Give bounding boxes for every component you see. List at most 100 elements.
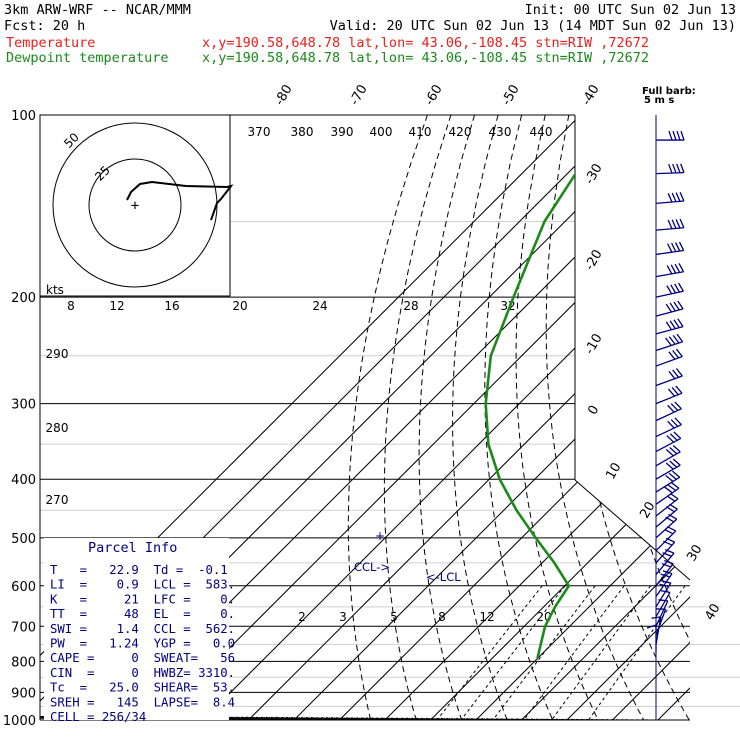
wind-barb (655, 348, 683, 367)
isotherm (248, 115, 690, 720)
isotherm-label: -10 (582, 331, 606, 357)
mixing-ratio-label: 20 (232, 299, 247, 313)
pressure-label: 1000 (3, 714, 36, 729)
dry-adiabat (657, 115, 690, 720)
wind-barbs (646, 115, 685, 720)
hodograph-ring-inner (88, 158, 182, 252)
profile-markers: CCL-> <-LCL + (354, 529, 461, 584)
mixing-ratio-label: 5 (390, 610, 398, 624)
wind-legend-line1: Full barb: (642, 86, 696, 97)
side-isentrope-label: 280 (46, 421, 69, 435)
parcel-info-row: T = 22.9 Td = -0.1 (50, 563, 228, 577)
isotherm-label: -50 (499, 82, 523, 108)
wind-barb (655, 589, 671, 618)
wind-barb (655, 218, 685, 231)
wind-barb (655, 385, 683, 405)
wind-barb (655, 318, 684, 335)
wind-barb (655, 163, 685, 175)
wind-barb (655, 333, 684, 352)
parcel-info-box: Parcel Info T = 22.9 Td = -0.1LI = 0.9 L… (44, 538, 235, 724)
isotherm-label: -30 (582, 161, 606, 187)
isotherm (430, 115, 690, 720)
wind-barb (655, 537, 676, 564)
side-isentrope-label: 290 (46, 347, 69, 361)
mixing-ratio-label: 12 (479, 610, 494, 624)
hodograph-origin-marker: + (131, 198, 139, 214)
el-marker: + (375, 529, 385, 543)
wind-legend-line2: 5 m s (644, 95, 674, 106)
parcel-info-row: TT = 48 EL = 0. (50, 607, 235, 621)
isotherm (521, 115, 690, 720)
wind-barb (655, 431, 682, 453)
hodograph-trace (126, 180, 234, 221)
mixing-ratio-label: 24 (312, 299, 327, 313)
dry-adiabat (515, 115, 599, 720)
isentrope-label: 370 (248, 125, 271, 139)
wind-barb (656, 130, 685, 141)
wind-barb (655, 192, 685, 205)
pressure-label: 900 (11, 686, 36, 701)
wind-barb (655, 444, 681, 467)
wind-barb (655, 300, 684, 317)
wind-barb (655, 580, 672, 608)
parcel-info-row: CAPE = 0 SWEAT= 56 (50, 651, 235, 665)
pressure-label: 500 (11, 532, 36, 547)
side-isentrope-label: 270 (46, 493, 69, 507)
isotherm-label: -70 (347, 82, 371, 108)
dry-adiabat (545, 115, 645, 720)
isotherm-label: 30 (684, 542, 705, 564)
dewpoint-profile (484, 172, 575, 659)
pressure-label: 600 (11, 580, 36, 595)
mixing-ratio-label: 2 (298, 610, 306, 624)
header: 3km ARW-WRF -- NCAR/MMM Init: 00 UTC Sun… (4, 2, 736, 66)
parcel-info-frame (44, 538, 229, 720)
wind-barb (655, 263, 685, 278)
dewpoint-legend-label: Dewpoint temperature (6, 50, 169, 66)
dry-adiabat (630, 115, 690, 720)
isentrope-label: 430 (489, 125, 512, 139)
pressure-label: 700 (11, 620, 36, 635)
mixing-ratio-line (551, 585, 651, 720)
isotherm (704, 115, 740, 720)
ccl-marker: CCL-> (354, 560, 390, 574)
dry-adiabat (347, 115, 428, 720)
forecast-hour: Fcst: 20 h (4, 18, 85, 34)
pressure-label: 300 (11, 398, 36, 413)
wind-barb (655, 282, 684, 298)
dewpoint-legend-info: x,y=190.58,648.78 lat,lon= 43.06,-108.45… (202, 50, 649, 66)
mixing-ratio-label: 8 (67, 299, 75, 313)
isotherm-label: -80 (272, 82, 296, 108)
isotherm-label: -60 (422, 82, 446, 108)
parcel-info-rows: T = 22.9 Td = -0.1LI = 0.9 LCL = 583.K =… (50, 563, 235, 724)
parcel-info-row: PW = 1.24 YGP = 0.0 (50, 637, 235, 651)
hodograph-units: kts (46, 283, 64, 297)
isotherm (157, 115, 690, 720)
parcel-info-row: CIN = 0 HWBZ= 3310. (50, 666, 235, 680)
wind-barb (655, 417, 682, 438)
wind-barb (655, 368, 683, 387)
isotherm-label: 40 (702, 601, 723, 623)
temperature-legend-label: Temperature (6, 35, 95, 51)
dry-adiabat (734, 115, 740, 720)
isotherm (293, 115, 690, 720)
isotherm-label: 20 (637, 499, 658, 521)
isotherm (384, 115, 690, 720)
wind-barb (655, 513, 678, 539)
wind-barb (655, 458, 681, 480)
pressure-label: 200 (11, 291, 36, 306)
isentrope-label: 420 (449, 125, 472, 139)
mixing-ratio-line (588, 585, 686, 720)
isentrope-label: 400 (370, 125, 393, 139)
wind-barb (655, 401, 682, 422)
isentrope-label: 410 (409, 125, 432, 139)
dry-adiabat (709, 115, 740, 720)
isotherm-label: -20 (582, 247, 606, 273)
wind-barb (655, 241, 685, 256)
parcel-info-row: LI = 0.9 LCL = 583. (50, 578, 235, 592)
dry-adiabat (603, 115, 690, 720)
wind-barb (651, 616, 662, 645)
wind-barb (646, 624, 657, 654)
isotherm (475, 115, 690, 720)
dry-adiabat (574, 115, 690, 720)
